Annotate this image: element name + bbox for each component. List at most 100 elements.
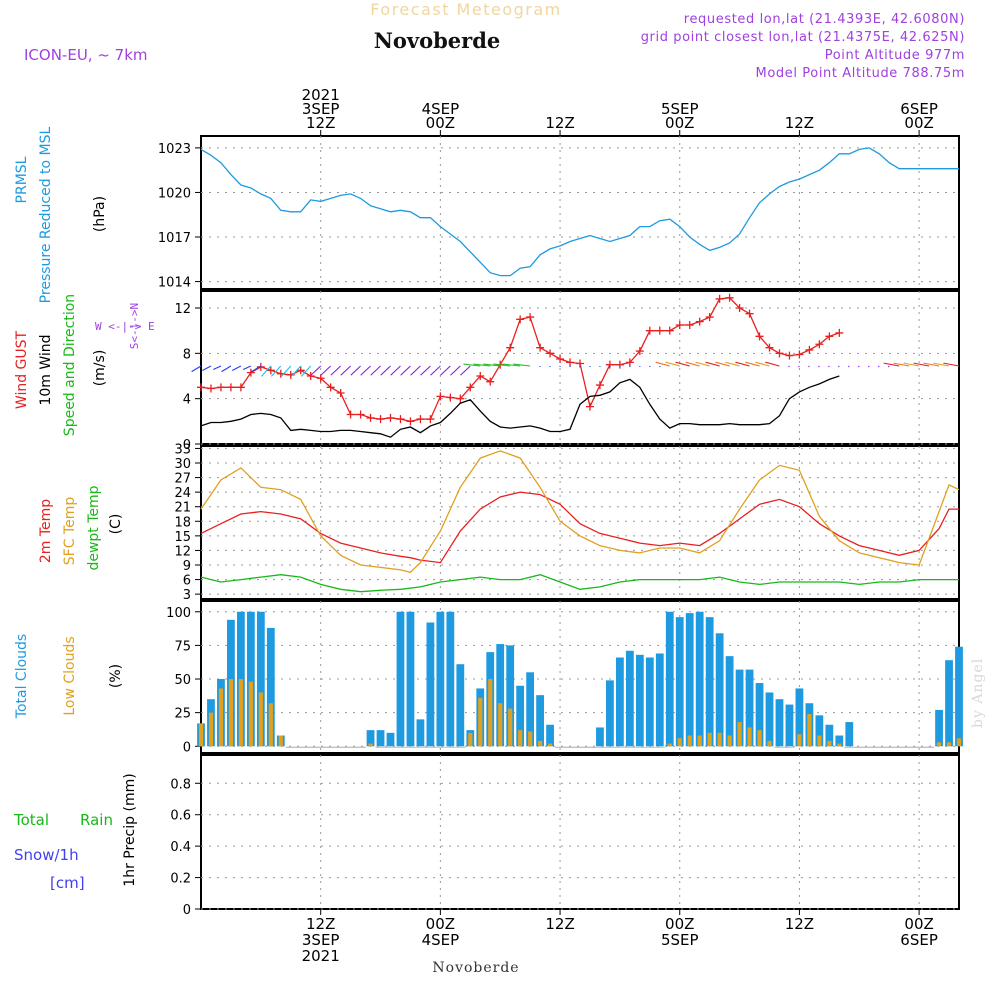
- bar-low-clouds: [827, 740, 832, 747]
- y-tick-label: 21: [174, 501, 191, 516]
- bar-total-clouds: [665, 611, 674, 747]
- gust-marker: [815, 340, 824, 349]
- bar-total-clouds: [935, 709, 943, 747]
- bottom-time-label: 12Z: [306, 915, 335, 933]
- wind-arrow: [330, 365, 342, 376]
- wind-arrow: [370, 365, 381, 376]
- wind-arrow: [191, 365, 202, 373]
- bar-low-clouds: [488, 679, 493, 747]
- wind-arrow: [400, 365, 411, 376]
- bar-low-clouds: [817, 735, 822, 747]
- bottom-time-label: 6SEP: [900, 931, 938, 949]
- location-title: Novoberde: [374, 28, 501, 53]
- wind-arrow: [685, 361, 700, 367]
- bar-low-clouds: [268, 703, 273, 747]
- bottom-time-label: 00Z: [665, 915, 694, 933]
- wind-arrow: [231, 365, 242, 371]
- gust-marker: [296, 366, 305, 375]
- bar-low-clouds: [707, 732, 712, 747]
- wind-arrow: [943, 362, 960, 367]
- gust-marker: [516, 315, 525, 324]
- bar-low-clouds: [518, 730, 523, 747]
- gust-marker: [536, 343, 545, 352]
- bar-total-clouds: [616, 657, 624, 747]
- bar-low-clouds: [538, 740, 543, 747]
- panel-frame: [200, 445, 960, 600]
- bar-low-clouds: [797, 734, 802, 747]
- bar-low-clouds: [278, 735, 283, 747]
- gust-marker: [456, 394, 465, 403]
- gust-marker: [386, 413, 395, 422]
- wind-arrow: [290, 365, 302, 377]
- gust-marker: [655, 326, 664, 335]
- wind-arrow: [380, 365, 391, 376]
- top-time-label: 12Z: [545, 114, 574, 132]
- gust-marker: [286, 370, 295, 379]
- bar-total-clouds: [815, 715, 824, 747]
- wind-arrow: [857, 365, 860, 368]
- gust-marker: [216, 383, 225, 392]
- bar-low-clouds: [677, 738, 682, 747]
- wind-arrow: [883, 362, 900, 367]
- gust-marker: [825, 332, 834, 341]
- gust-marker: [376, 415, 385, 424]
- bottom-time-label: 2021: [302, 947, 340, 965]
- bar-low-clouds: [258, 692, 263, 747]
- bar-low-clouds: [547, 743, 553, 747]
- wind-arrow: [270, 365, 282, 377]
- y-tick-label: 15: [174, 530, 191, 545]
- bar-total-clouds: [426, 622, 435, 747]
- bottom-time-label: 00Z: [426, 915, 455, 933]
- series-line-prmsl: [200, 147, 959, 277]
- top-time-label: 12Z: [785, 114, 814, 132]
- bar-total-clouds: [396, 611, 405, 747]
- gust-marker: [665, 326, 674, 335]
- wind-arrow: [838, 365, 840, 368]
- y-tick-label: 1023: [158, 142, 191, 157]
- panel-pressure: 1014 1017 1020 1023 PRMSL Pressure Reduced to…: [14, 126, 960, 303]
- gust-marker: [705, 313, 714, 322]
- top-time-label: 00Z: [665, 114, 694, 132]
- panel-clouds: 0 25 50 75 100 Total Clouds Low Clouds (%): [14, 600, 963, 755]
- bar-low-clouds: [478, 697, 483, 747]
- axis-label: Speed and Direction: [62, 294, 78, 436]
- wind-arrow: [300, 365, 312, 377]
- y-tick-label: 0: [183, 438, 191, 453]
- wind-arrow: [221, 365, 232, 373]
- bar-low-clouds: [697, 735, 702, 747]
- gust-marker: [426, 415, 435, 424]
- bar-low-clouds: [498, 703, 503, 747]
- y-tick-label: 24: [174, 486, 191, 501]
- axis-label: (hPa): [92, 196, 108, 232]
- bar-low-clouds: [956, 738, 962, 747]
- wind-arrow: [340, 365, 351, 376]
- gust-marker: [585, 402, 594, 411]
- wind-arrow: [320, 365, 332, 376]
- gust-marker: [805, 345, 814, 354]
- axis-label: 2m Temp: [38, 499, 54, 563]
- gust-marker: [336, 389, 345, 397]
- model-altitude: Model Point Altitude 788.75m: [756, 66, 965, 81]
- gust-marker: [595, 381, 604, 390]
- top-time-label: 4SEP: [422, 100, 460, 118]
- gust-marker: [436, 392, 445, 401]
- bar-total-clouds: [745, 669, 754, 747]
- bar-total-clouds: [596, 727, 604, 747]
- wind-arrow: [213, 365, 222, 371]
- y-tick-label: 18: [174, 515, 191, 530]
- wind-arrow: [715, 361, 730, 367]
- y-tick-label: 1020: [158, 186, 191, 201]
- gust-marker: [775, 349, 784, 358]
- axis-label: 10m Wind: [38, 334, 54, 405]
- bar-low-clouds: [228, 679, 234, 747]
- wind-arrow: [420, 365, 431, 376]
- watermark: by Angel: [970, 658, 986, 728]
- top-time-label: 00Z: [904, 114, 933, 132]
- axis-label: (m/s): [92, 350, 108, 387]
- top-time-label: 5SEP: [661, 100, 699, 118]
- bar-total-clouds: [496, 644, 505, 747]
- wind-arrow: [788, 365, 790, 368]
- wind-arrow: [503, 363, 521, 367]
- bar-total-clouds: [516, 685, 525, 747]
- panel-frame: [200, 135, 960, 290]
